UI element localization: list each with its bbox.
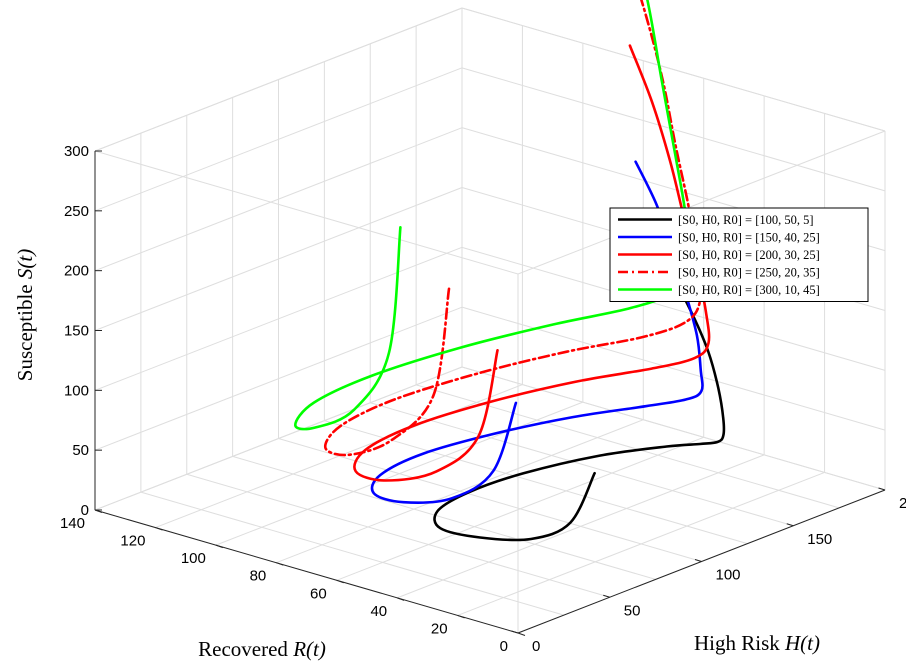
x-tick xyxy=(878,487,886,491)
z-tick-label: 250 xyxy=(64,203,89,220)
legend: [S0, H0, R0] = [100, 50, 5] [S0, H0, R0] … xyxy=(609,207,869,302)
x-tick xyxy=(786,523,794,527)
axes xyxy=(94,150,886,636)
legend-entry: [S0, H0, R0] = [250, 20, 35] xyxy=(678,266,820,280)
grid-line xyxy=(336,436,704,581)
legend-entry: [S0, H0, R0] = [200, 30, 25] xyxy=(678,248,820,262)
grid-line xyxy=(396,454,765,599)
x-tick xyxy=(603,594,610,598)
grid-line xyxy=(324,420,748,545)
x-tick-label: 0 xyxy=(532,638,540,655)
x-tick-label: 150 xyxy=(807,531,832,548)
legend-entry: [S0, H0, R0] = [100, 50, 5] xyxy=(678,213,814,227)
y-tick-label: 140 xyxy=(60,515,85,532)
y-tick-label: 120 xyxy=(120,533,145,550)
series-line-1 xyxy=(433,245,726,542)
y-tick xyxy=(155,527,163,531)
legend-entry: [S0, H0, R0] = [300, 10, 45] xyxy=(678,283,820,297)
z-tick-label: 150 xyxy=(64,323,89,340)
y-tick-label: 60 xyxy=(310,585,327,602)
grid-line xyxy=(457,471,825,616)
box-edge xyxy=(94,150,519,275)
y-tick-label: 20 xyxy=(431,620,448,637)
y-tick xyxy=(215,544,224,549)
grid-line xyxy=(415,384,840,509)
grid-line xyxy=(140,491,565,616)
x-tick xyxy=(694,559,702,562)
box-edge xyxy=(461,7,886,132)
z-tick-label: 200 xyxy=(64,263,89,280)
grid-line xyxy=(276,419,644,564)
y-tick xyxy=(517,632,526,636)
x-tick-label: 50 xyxy=(624,602,641,619)
grid-line xyxy=(94,67,463,212)
y-tick xyxy=(336,579,344,584)
y-tick xyxy=(94,509,103,513)
grid-line xyxy=(94,127,463,272)
grid-line xyxy=(94,306,463,451)
grid-line xyxy=(461,67,886,192)
y-tick-label: 40 xyxy=(370,603,387,620)
z-axis-label: Susceptible S(t) xyxy=(13,249,37,381)
z-tick-label: 100 xyxy=(64,382,89,399)
grid-line xyxy=(461,366,886,491)
y-tick-label: 100 xyxy=(181,550,206,567)
legend-entry: [S0, H0, R0] = [150, 40, 25] xyxy=(678,231,820,245)
x-axis-label: High Risk H(t) xyxy=(694,631,820,655)
y-tick-label: 0 xyxy=(500,638,508,655)
grid-line xyxy=(370,402,794,527)
z-tick-label: 300 xyxy=(64,143,89,160)
grid-line xyxy=(94,187,463,331)
x-tick xyxy=(511,630,519,634)
x-tick-label: 100 xyxy=(716,567,741,584)
x-tick-label: 200 xyxy=(899,495,906,512)
grid-line xyxy=(232,455,656,580)
grid-line xyxy=(155,384,523,529)
z-tick-label: 50 xyxy=(72,442,89,459)
y-axis-label: Recovered R(t) xyxy=(198,637,326,661)
box-edge xyxy=(517,130,886,275)
grid-line xyxy=(278,438,702,562)
y-tick xyxy=(396,597,405,601)
grid-line xyxy=(186,473,610,598)
grid-line xyxy=(94,246,463,391)
y-tick xyxy=(457,614,465,619)
series-line-5 xyxy=(294,0,691,431)
box-edge xyxy=(94,7,463,152)
z-tick-label: 0 xyxy=(81,502,89,519)
series-line-4 xyxy=(323,0,703,457)
grid-line xyxy=(94,366,463,511)
y-tick-label: 80 xyxy=(250,568,267,585)
y-axis-line xyxy=(94,509,519,634)
grid-line xyxy=(461,306,886,431)
tick-labels: 0501001502002503000204060801001201400501… xyxy=(60,143,906,655)
y-tick xyxy=(276,562,284,566)
grid-line xyxy=(215,401,584,546)
